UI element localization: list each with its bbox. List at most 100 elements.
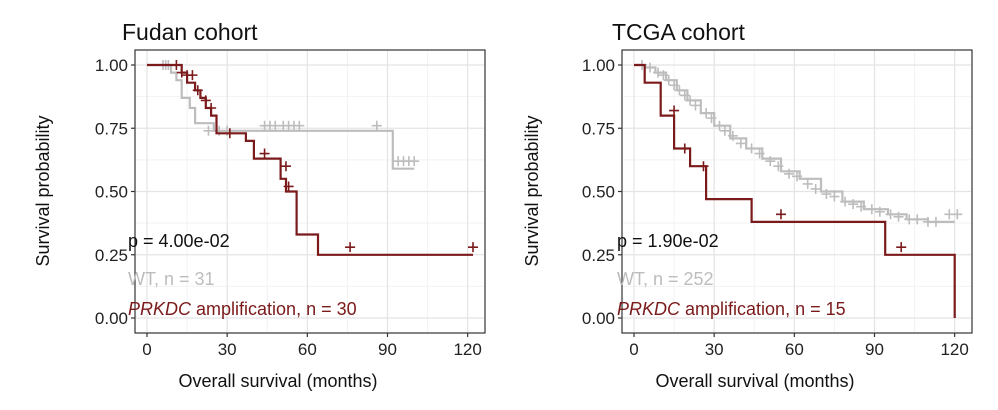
censor-mark [371, 120, 382, 131]
censor-mark [203, 125, 214, 136]
censor-mark [645, 62, 656, 73]
censor-mark [679, 90, 690, 101]
censor-mark [856, 201, 867, 212]
x-tick-label: 60 [785, 340, 804, 359]
x-axis-label: Overall survival (months) [655, 371, 854, 391]
series-wt [634, 60, 963, 227]
series-prkdc [147, 60, 478, 256]
censor-mark [727, 130, 738, 141]
censor-mark [893, 211, 904, 222]
censor-mark [866, 204, 877, 215]
y-tick-label: 1.00 [95, 56, 128, 75]
censor-mark [783, 168, 794, 179]
legend-amplification: amplification, n = 15 [680, 299, 846, 319]
censor-mark [206, 103, 217, 114]
x-tick-label: 0 [142, 340, 151, 359]
censor-mark [896, 242, 907, 253]
legend-gene: PRKDC [617, 299, 681, 319]
x-tick-label: 120 [453, 340, 481, 359]
legend-prkdc: PRKDC amplification, n = 15 [617, 299, 846, 319]
y-tick-label: 0.75 [582, 119, 615, 138]
censor-mark [669, 105, 680, 116]
censor-mark [719, 125, 730, 136]
series-wt [147, 60, 420, 170]
p-value: p = 1.90e-02 [617, 231, 719, 251]
x-tick-label: 120 [940, 340, 968, 359]
series-prkdc [634, 63, 956, 318]
x-tick-label: 30 [705, 340, 724, 359]
censor-mark [674, 85, 685, 96]
survival-curve [634, 63, 956, 318]
y-tick-label: 0.00 [582, 309, 615, 328]
x-axis-label: Overall survival (months) [178, 371, 377, 391]
censor-mark [679, 143, 690, 154]
panel-title: Fudan cohort [122, 19, 258, 45]
censor-mark [714, 120, 725, 131]
censor-mark [280, 161, 291, 172]
legend-wt: WT, n = 31 [128, 269, 215, 289]
censor-mark [658, 70, 669, 81]
censor-mark [821, 189, 832, 200]
censor-mark [345, 242, 356, 253]
y-tick-label: 0.25 [582, 246, 615, 265]
censor-mark [930, 216, 941, 227]
censor-mark [294, 120, 305, 131]
x-tick-label: 60 [298, 340, 317, 359]
censor-mark [912, 214, 923, 225]
censor-mark [773, 161, 784, 172]
panel-tcga: TCGA cohort 0 30 60 90 120 0.00 0.25 0.50 0.75 1.… [522, 19, 973, 391]
legend-amplification: amplification, n = 30 [191, 299, 357, 319]
p-value: p = 4.00e-02 [128, 231, 230, 251]
censor-mark [669, 80, 680, 91]
censor-mark [685, 95, 696, 106]
censor-mark [698, 161, 709, 172]
censor-mark [829, 191, 840, 202]
survival-curve [147, 63, 415, 170]
legend-wt: WT, n = 252 [617, 269, 714, 289]
censor-mark [224, 128, 235, 139]
censor-mark [192, 85, 203, 96]
censor-mark [802, 178, 813, 189]
censor-mark [187, 70, 198, 81]
legend-gene: PRKDC [128, 299, 192, 319]
x-tick-label: 30 [218, 340, 237, 359]
censor-mark [746, 143, 757, 154]
survival-curve [147, 63, 473, 256]
panel-fudan: Fudan cohort 0 30 60 90 120 0.00 0.25 0.50 0.75 1… [33, 19, 486, 391]
y-tick-label: 0.75 [95, 119, 128, 138]
censor-mark [176, 67, 187, 78]
censor-mark [409, 156, 420, 167]
censor-mark [283, 181, 294, 192]
censor-mark [952, 209, 963, 220]
x-tick-label: 90 [378, 340, 397, 359]
censor-mark [200, 95, 211, 106]
x-tick-label: 0 [629, 340, 638, 359]
censor-mark [885, 209, 896, 220]
y-tick-label: 0.00 [95, 309, 128, 328]
panel-title: TCGA cohort [612, 19, 746, 45]
y-tick-label: 1.00 [582, 56, 615, 75]
y-tick-label: 0.50 [95, 183, 128, 202]
censor-mark [792, 171, 802, 182]
censor-mark [765, 156, 776, 167]
censor-mark [775, 209, 786, 220]
censor-mark [874, 206, 885, 217]
censor-mark [468, 242, 478, 253]
censor-mark [653, 67, 664, 78]
censor-mark [754, 148, 765, 159]
censor-mark [663, 75, 674, 86]
censor-mark [259, 148, 270, 159]
y-axis-label: Survival probability [522, 115, 542, 266]
y-tick-label: 0.50 [582, 183, 615, 202]
censor-mark [171, 60, 182, 70]
censor-mark [735, 138, 746, 149]
censor-mark [840, 196, 851, 207]
censor-mark [690, 100, 701, 111]
x-tick-label: 90 [865, 340, 884, 359]
y-axis-label: Survival probability [33, 115, 53, 266]
censor-mark [810, 183, 821, 194]
censor-mark [706, 113, 717, 124]
censor-mark [848, 199, 859, 210]
